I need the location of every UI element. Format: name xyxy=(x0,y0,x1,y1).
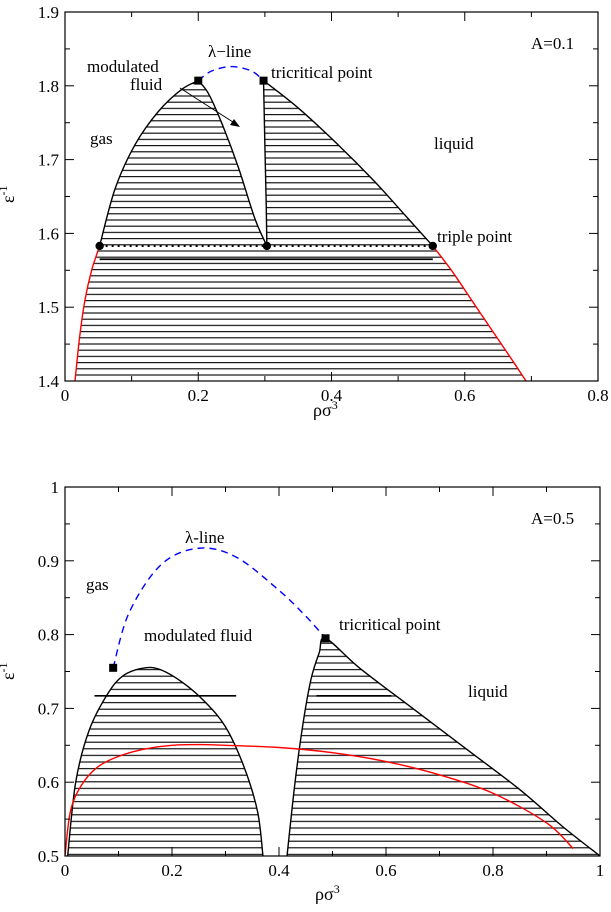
hatched-region-lower xyxy=(74,245,527,381)
y-tick-label: 0.6 xyxy=(38,773,59,792)
y-tick-label: 1.7 xyxy=(38,151,60,170)
x-tick-label: 0.4 xyxy=(268,861,290,880)
label-fluid: fluid xyxy=(130,75,163,94)
series-modulated-inner-left xyxy=(197,80,268,247)
square-marker xyxy=(194,76,203,85)
panel-top-hatch xyxy=(74,80,527,381)
y-tick-label: 1.8 xyxy=(38,77,59,96)
panel-bottom-markers xyxy=(109,634,330,672)
panel-top-markers xyxy=(95,76,437,251)
y-tick-label: 1.4 xyxy=(38,372,60,391)
y-tick-label: 0.9 xyxy=(38,552,59,571)
label-gas: gas xyxy=(86,575,109,594)
series-coexistence xyxy=(65,743,574,856)
label-triple-point: triple point xyxy=(437,227,512,246)
x-tick-label: 0 xyxy=(61,386,70,405)
x-tick-label: 0.4 xyxy=(321,386,343,405)
hatched-region-left-lobe xyxy=(99,80,267,246)
panel-top-series xyxy=(74,65,527,381)
panel-top-ylabel: ε-1 xyxy=(0,185,18,203)
label-modulated: modulated xyxy=(87,57,159,76)
panel-bottom-hatch xyxy=(67,637,600,856)
y-tick-label: 1.9 xyxy=(38,3,59,22)
x-tick-label: 0.8 xyxy=(482,861,503,880)
panel-top-corner-label: A=0.1 xyxy=(531,34,574,53)
label-modulated-fluid: modulated fluid xyxy=(144,626,253,645)
x-tick-label: 0.2 xyxy=(188,386,209,405)
series-liquid-boundary xyxy=(263,80,434,247)
panel-bottom-xlabel: ρσ3 xyxy=(315,882,340,904)
label-gas: gas xyxy=(90,129,113,148)
panel-bottom-ylabel: ε-1 xyxy=(0,662,18,680)
panel-bottom-series xyxy=(65,547,600,856)
label-lambda-line: λ-line xyxy=(185,528,224,547)
series-right-dome xyxy=(286,637,600,856)
series-gas-modulated-boundary xyxy=(98,80,199,247)
y-tick-label: 0.8 xyxy=(38,626,59,645)
label-liquid: liquid xyxy=(434,134,474,153)
y-tick-label: 1 xyxy=(51,478,60,497)
circle-marker xyxy=(95,241,104,251)
circle-marker xyxy=(262,241,272,251)
circle-marker xyxy=(428,241,437,251)
label-tricritical-point: tricritical point xyxy=(339,615,441,634)
annotation-arrow xyxy=(179,87,240,127)
series-modulated-inner-right xyxy=(262,80,268,246)
series-left-dome xyxy=(66,666,264,856)
label-lambda-line: λ−line xyxy=(208,42,251,61)
y-tick-label: 1.5 xyxy=(38,298,59,317)
x-tick-label: 0.6 xyxy=(454,386,475,405)
y-tick-label: 0.5 xyxy=(38,847,59,866)
x-tick-label: 0.8 xyxy=(587,386,608,405)
x-tick-label: 0.6 xyxy=(375,861,396,880)
hatched-region-right-dome xyxy=(287,637,600,856)
square-marker xyxy=(109,663,118,672)
panel-top-ticks: 0 0.2 0.4 0.6 0.8 1.4 1.5 1.6 1.7 1.8 1.9 xyxy=(38,3,609,405)
y-tick-label: 0.7 xyxy=(38,699,60,718)
series-coexistence-right-lower xyxy=(432,245,527,381)
hatched-region-left-dome xyxy=(67,667,263,856)
series-coexistence-left-lower xyxy=(74,245,101,381)
series-lambda-line xyxy=(112,547,327,669)
panel-top: 0 0.2 0.4 0.6 0.8 1.4 1.5 1.6 1.7 1.8 1.9 A=0.1 ga… xyxy=(0,3,609,420)
panel-top-xlabel: ρσ3 xyxy=(313,398,338,420)
hatched-region-right-lobe xyxy=(263,80,433,246)
y-tick-label: 1.6 xyxy=(38,224,59,243)
panel-bottom: 0 0.2 0.4 0.6 0.8 1 0.5 0.6 0.7 0.8 0.9 1 A=0.5 gas… xyxy=(0,478,604,904)
square-marker xyxy=(259,76,268,85)
label-tricritical-point: tricritical point xyxy=(271,63,373,82)
x-tick-label: 0 xyxy=(61,861,70,880)
panel-bottom-corner-label: A=0.5 xyxy=(531,509,574,528)
square-marker xyxy=(321,634,330,643)
series-lambda-line xyxy=(197,65,264,82)
x-tick-label: 0.2 xyxy=(161,861,182,880)
panel-bottom-ticks: 0 0.2 0.4 0.6 0.8 1 0.5 0.6 0.7 0.8 0.9 1 xyxy=(38,478,605,880)
x-tick-label: 1 xyxy=(596,861,605,880)
label-liquid: liquid xyxy=(468,682,508,701)
